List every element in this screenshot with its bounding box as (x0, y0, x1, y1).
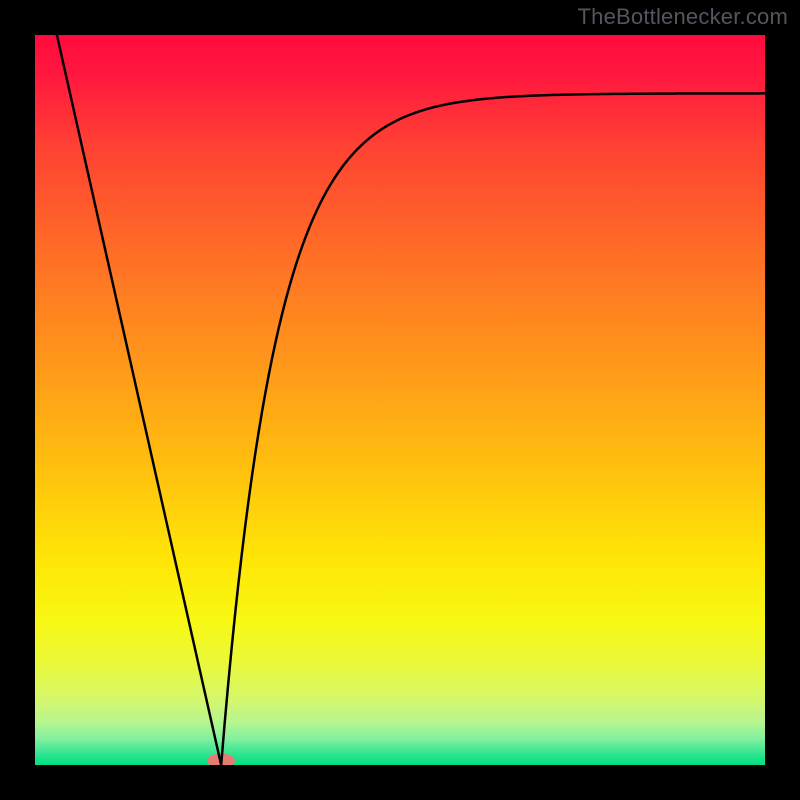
bottleneck-chart (0, 0, 800, 800)
chart-frame: TheBottlenecker.com (0, 0, 800, 800)
watermark-text: TheBottlenecker.com (578, 4, 788, 30)
chart-background (35, 35, 765, 765)
